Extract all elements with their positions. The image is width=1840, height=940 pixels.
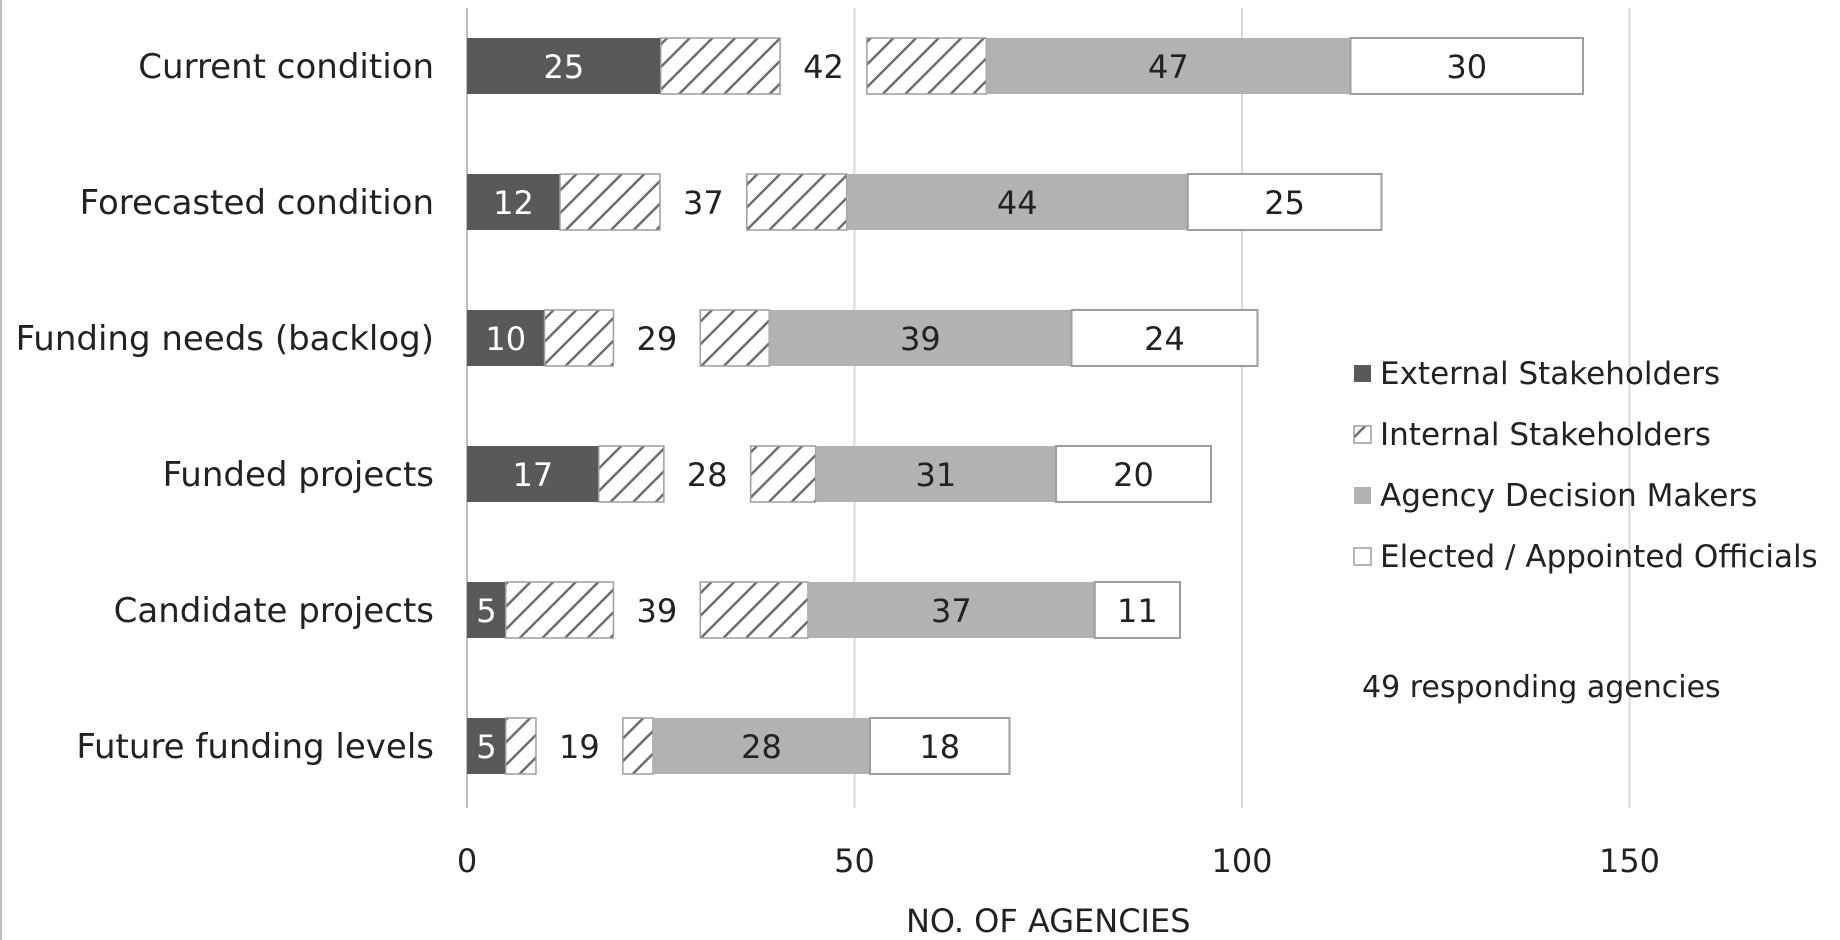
category-label: Future funding levels	[76, 727, 434, 767]
category-label: Funding needs (backlog)	[16, 319, 434, 359]
bar-elected-appointed-officials	[869, 717, 1011, 775]
data-label-internal-stakeholders: 42	[803, 48, 844, 86]
bar-agency-decision-makers	[846, 174, 1188, 230]
data-label-internal-stakeholders: 28	[687, 456, 728, 494]
category-label: Funded projects	[163, 455, 434, 495]
bar-external-stakeholders	[467, 718, 506, 774]
data-label-external-stakeholders: 25	[544, 48, 585, 86]
bar-internal-stakeholders	[699, 309, 771, 367]
data-label-agency-decision-makers: 28	[741, 728, 782, 766]
x-tick-label: 150	[1599, 842, 1660, 880]
data-label-elected-appointed-officials: 24	[1144, 320, 1185, 358]
data-label-agency-decision-makers: 44	[997, 184, 1038, 222]
bar-internal-stakeholders	[505, 717, 537, 775]
category-label: Forecasted condition	[80, 183, 434, 223]
x-tick-label: 0	[457, 842, 477, 880]
bar-agency-decision-makers	[808, 582, 1095, 638]
bar-internal-stakeholders	[699, 581, 809, 639]
gridlines	[466, 8, 1631, 808]
data-label-elected-appointed-officials: 20	[1113, 456, 1154, 494]
legend-swatch	[1354, 487, 1371, 504]
bar-internal-stakeholders	[660, 37, 781, 95]
x-tick-label: 50	[834, 842, 875, 880]
bar-internal-stakeholders	[598, 445, 665, 503]
bar-agency-decision-makers	[815, 446, 1056, 502]
data-label-agency-decision-makers: 37	[931, 592, 972, 630]
bar-elected-appointed-officials	[1093, 581, 1181, 639]
x-axis-title: NO. OF AGENCIES	[906, 902, 1191, 940]
bar-external-stakeholders	[467, 174, 560, 230]
bar-internal-stakeholders	[622, 717, 654, 775]
bar-internal-stakeholders	[505, 581, 615, 639]
data-label-elected-appointed-officials: 11	[1117, 592, 1158, 630]
bar-internal-stakeholders	[749, 445, 817, 503]
legend-entry: Agency Decision Makers	[1380, 478, 1757, 514]
legend-swatch	[1353, 547, 1372, 566]
data-label-elected-appointed-officials: 30	[1446, 48, 1487, 86]
data-label-elected-appointed-officials: 18	[919, 728, 960, 766]
data-label-internal-stakeholders: 29	[637, 320, 678, 358]
data-label-external-stakeholders: 10	[485, 320, 526, 358]
legend-swatch	[1354, 365, 1371, 382]
bar-agency-decision-makers	[653, 718, 870, 774]
legend-swatch	[1353, 425, 1372, 444]
data-label-external-stakeholders: 12	[493, 184, 534, 222]
data-label-agency-decision-makers: 47	[1148, 48, 1189, 86]
bar-internal-stakeholders	[866, 37, 988, 95]
x-tick-label: 100	[1211, 842, 1272, 880]
bar-internal-stakeholders	[746, 173, 848, 231]
bar-external-stakeholders	[467, 38, 661, 94]
x-tick-labels: 0 50 100 150	[457, 842, 1660, 880]
data-label-elected-appointed-officials: 25	[1264, 184, 1305, 222]
bar-agency-decision-makers	[986, 38, 1351, 94]
bar-internal-stakeholders	[543, 309, 615, 367]
category-labels: Current condition Forecasted condition Fun…	[16, 47, 434, 767]
legend: External Stakeholders Internal Stakeholde…	[1353, 356, 1818, 575]
bar-external-stakeholders	[467, 446, 599, 502]
data-label-agency-decision-makers: 31	[916, 456, 957, 494]
bar-elected-appointed-officials	[1070, 309, 1259, 367]
bar-agency-decision-makers	[769, 310, 1072, 366]
bar-elected-appointed-officials	[1055, 445, 1212, 503]
bar-elected-appointed-officials	[1186, 173, 1383, 231]
data-label-internal-stakeholders: 39	[637, 592, 678, 630]
responding-agencies-note: 49 responding agencies	[1362, 670, 1721, 705]
data-label-external-stakeholders: 17	[513, 456, 554, 494]
category-label: Current condition	[138, 47, 434, 87]
bar-elected-appointed-officials	[1349, 37, 1584, 95]
category-label: Candidate projects	[114, 591, 434, 631]
legend-entry: Elected / Appointed Officials	[1380, 539, 1818, 575]
bar-internal-stakeholders	[559, 173, 661, 231]
data-label-external-stakeholders: 5	[476, 592, 496, 630]
bars: 25 42 47 30 12 37 44 25 10 29 39 24 17 28 31 20 5 39 37 11 5…	[467, 37, 1584, 775]
bar-external-stakeholders	[467, 310, 545, 366]
data-label-agency-decision-makers: 39	[900, 320, 941, 358]
legend-entry: External Stakeholders	[1380, 356, 1720, 392]
data-label-internal-stakeholders: 37	[683, 184, 724, 222]
data-label-internal-stakeholders: 19	[559, 728, 600, 766]
bar-external-stakeholders	[467, 582, 506, 638]
legend-entry: Internal Stakeholders	[1380, 417, 1711, 453]
data-label-external-stakeholders: 5	[476, 728, 496, 766]
